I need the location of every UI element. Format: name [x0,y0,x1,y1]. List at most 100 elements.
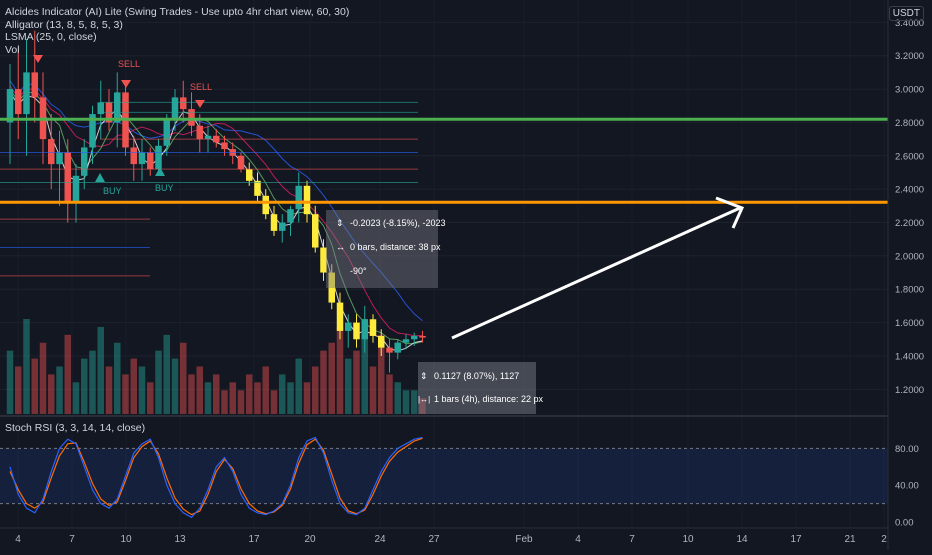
sell-arrow-icon [33,55,43,63]
candle-body [336,302,344,331]
candle-body [287,209,294,223]
candle-body [221,142,228,150]
legend-main[interactable]: Alcides Indicator (AI) Lite (Swing Trade… [5,6,350,18]
measure-box-2 [418,362,536,414]
measure2-arrow-icon: ⇕ [420,371,428,381]
price-tick-label: 2.0000 [895,251,924,262]
candle-body [114,92,121,123]
price-tick-label: 1.8000 [895,285,924,296]
volume-bars [6,319,426,414]
candle-body [89,114,96,148]
candles [6,30,426,373]
rsi-tick-label: 80.00 [895,444,919,455]
price-tick-label: 2.4000 [895,185,924,196]
legend-stoch-rsi[interactable]: Stoch RSI (3, 3, 14, 14, close) [5,422,146,434]
volume-bar [56,366,63,414]
volume-bar [138,366,146,414]
time-tick-label: 10 [682,534,694,545]
measure1-line2: 0 bars, distance: 38 px [350,242,441,252]
candle-body [130,147,137,165]
volume-bar [411,390,418,414]
candle-body [31,72,38,98]
measure1-arrow-icon: ⇕ [336,218,344,228]
candle-body [15,89,22,115]
buy-arrow-icon [155,167,165,176]
price-axis-bg [888,0,932,550]
sell-label: SELL [190,82,212,92]
currency-button[interactable]: USDT [888,6,924,21]
volume-bar [122,374,129,414]
candle-body [295,185,302,210]
arrow-head-icon [715,196,745,229]
measure2-line2: 1 bars (4h), distance: 22 px [434,394,544,404]
volume-bar [336,326,344,414]
candle-body [138,152,146,165]
indicator-line [9,80,423,322]
volume-bar [163,334,170,414]
measure2-bars-icon: |↔| [418,395,430,404]
legend-vol[interactable]: Vol [5,43,20,56]
volume-bar [155,350,162,414]
volume-bar [89,350,96,414]
volume-bar [402,390,410,414]
volume-bar [287,382,294,414]
volume-bar [204,382,212,414]
candle-body [312,214,319,248]
candle-body [246,169,253,181]
volume-bar [246,374,253,414]
legend-lsma[interactable]: LSMA (25, 0, close) [5,31,97,43]
candle-body [147,152,154,170]
volume-bar [64,334,71,414]
legend-alligator[interactable]: Alligator (13, 8, 5, 8, 5, 3) [5,18,123,31]
volume-bar [39,342,47,414]
candle-body [64,152,71,203]
sell-arrow-icon [195,100,205,108]
volume-bar [180,342,187,414]
measure1-line1: -0.2023 (-8.15%), -2023 [350,218,446,228]
volume-bar [237,390,245,414]
projection-arrow [451,206,741,340]
candle-body [196,125,203,140]
price-tick-label: 2.6000 [895,151,924,162]
candle-body [163,119,170,146]
price-tick-label: 1.6000 [895,318,924,329]
volume-bar [369,366,377,414]
candle-body [270,214,278,231]
rsi-band [0,448,888,504]
time-tick-label: 17 [790,534,802,545]
candle-body [81,147,88,176]
candle-body [328,272,335,303]
volume-bar [378,334,385,414]
volume-bar [213,374,220,414]
volume-bar [15,366,22,414]
price-tick-label: 2.2000 [895,218,924,229]
time-tick-label: Feb [515,534,533,545]
price-tick-label: 2.8000 [895,118,924,129]
rsi-tick-label: 0.00 [895,518,914,529]
volume-bar [353,350,360,414]
volume-bar [270,390,278,414]
candle-body [361,319,368,340]
price-tick-label: 3.2000 [895,51,924,62]
time-tick-label: 17 [248,534,260,545]
candle-body [386,347,393,353]
candle-body [279,222,286,231]
candle-body [188,109,195,126]
buy-label: BUY [155,183,174,193]
candle-body [345,322,352,331]
time-tick-label: 7 [69,534,75,545]
candle-body [394,342,401,353]
volume-bar [31,358,38,414]
volume-bar [221,390,228,414]
volume-bar [23,319,30,414]
volume-bar [386,374,393,414]
volume-bar [262,366,269,414]
candle-body [237,155,245,170]
volume-bar [254,382,261,414]
sell-arrow-icon [121,80,131,88]
candle-body [254,180,261,196]
grid [0,21,888,390]
buy-label: BUY [103,186,122,196]
